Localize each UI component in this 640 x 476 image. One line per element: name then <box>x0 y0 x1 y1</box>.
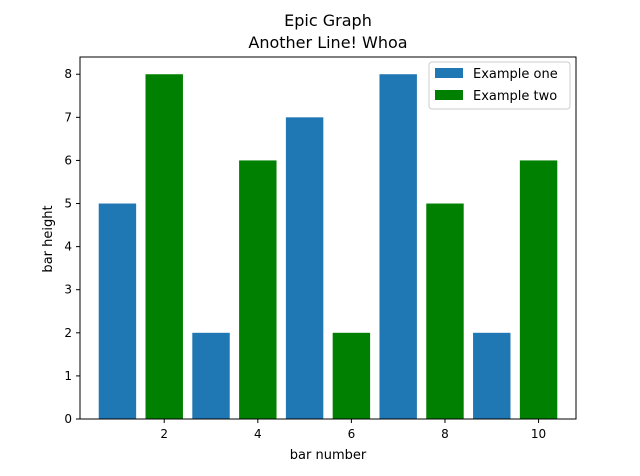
x-tick-label: 2 <box>160 427 168 441</box>
bar-series1-x7 <box>379 74 417 419</box>
bars-group <box>98 74 558 419</box>
y-tick-label: 3 <box>64 283 72 297</box>
y-tick-label: 8 <box>64 67 72 81</box>
x-tick-label: 10 <box>531 427 546 441</box>
plot-frame <box>79 56 577 420</box>
chart-subtitle: Another Line! Whoa <box>248 33 407 52</box>
y-tick-label: 5 <box>64 197 72 211</box>
y-tick-label: 2 <box>64 326 72 340</box>
legend-swatch-1 <box>435 68 463 78</box>
bar-series1-x1 <box>98 203 137 419</box>
legend: Example one Example two <box>428 61 571 110</box>
y-tick-label: 4 <box>64 240 72 254</box>
bar-series2-x10 <box>519 160 558 419</box>
legend-box <box>428 61 571 110</box>
legend-swatch-2 <box>435 90 463 100</box>
axes-group: 0 1 2 3 4 5 6 7 8 2 4 6 8 10 <box>64 56 577 441</box>
x-tick-label: 4 <box>254 427 262 441</box>
legend-label-1: Example one <box>473 67 558 82</box>
bar-series2-x4 <box>239 160 277 419</box>
y-tick-label: 7 <box>64 110 72 124</box>
y-tick-label: 0 <box>64 412 72 426</box>
y-axis-label: bar height <box>41 205 56 272</box>
x-tick-label: 8 <box>441 427 449 441</box>
x-tick-label: 6 <box>348 427 356 441</box>
y-tick-label: 6 <box>64 153 72 167</box>
chart-title: Epic Graph <box>284 11 372 30</box>
bar-series1-x9 <box>473 332 511 419</box>
bar-series2-x6 <box>332 332 371 419</box>
x-axis-label: bar number <box>290 448 367 463</box>
y-tick-label: 1 <box>64 369 72 383</box>
bar-series2-x2 <box>145 74 183 419</box>
legend-label-2: Example two <box>473 89 557 104</box>
bar-series1-x3 <box>192 332 230 419</box>
bar-series2-x8 <box>426 203 464 419</box>
bar-series1-x5 <box>285 117 324 419</box>
